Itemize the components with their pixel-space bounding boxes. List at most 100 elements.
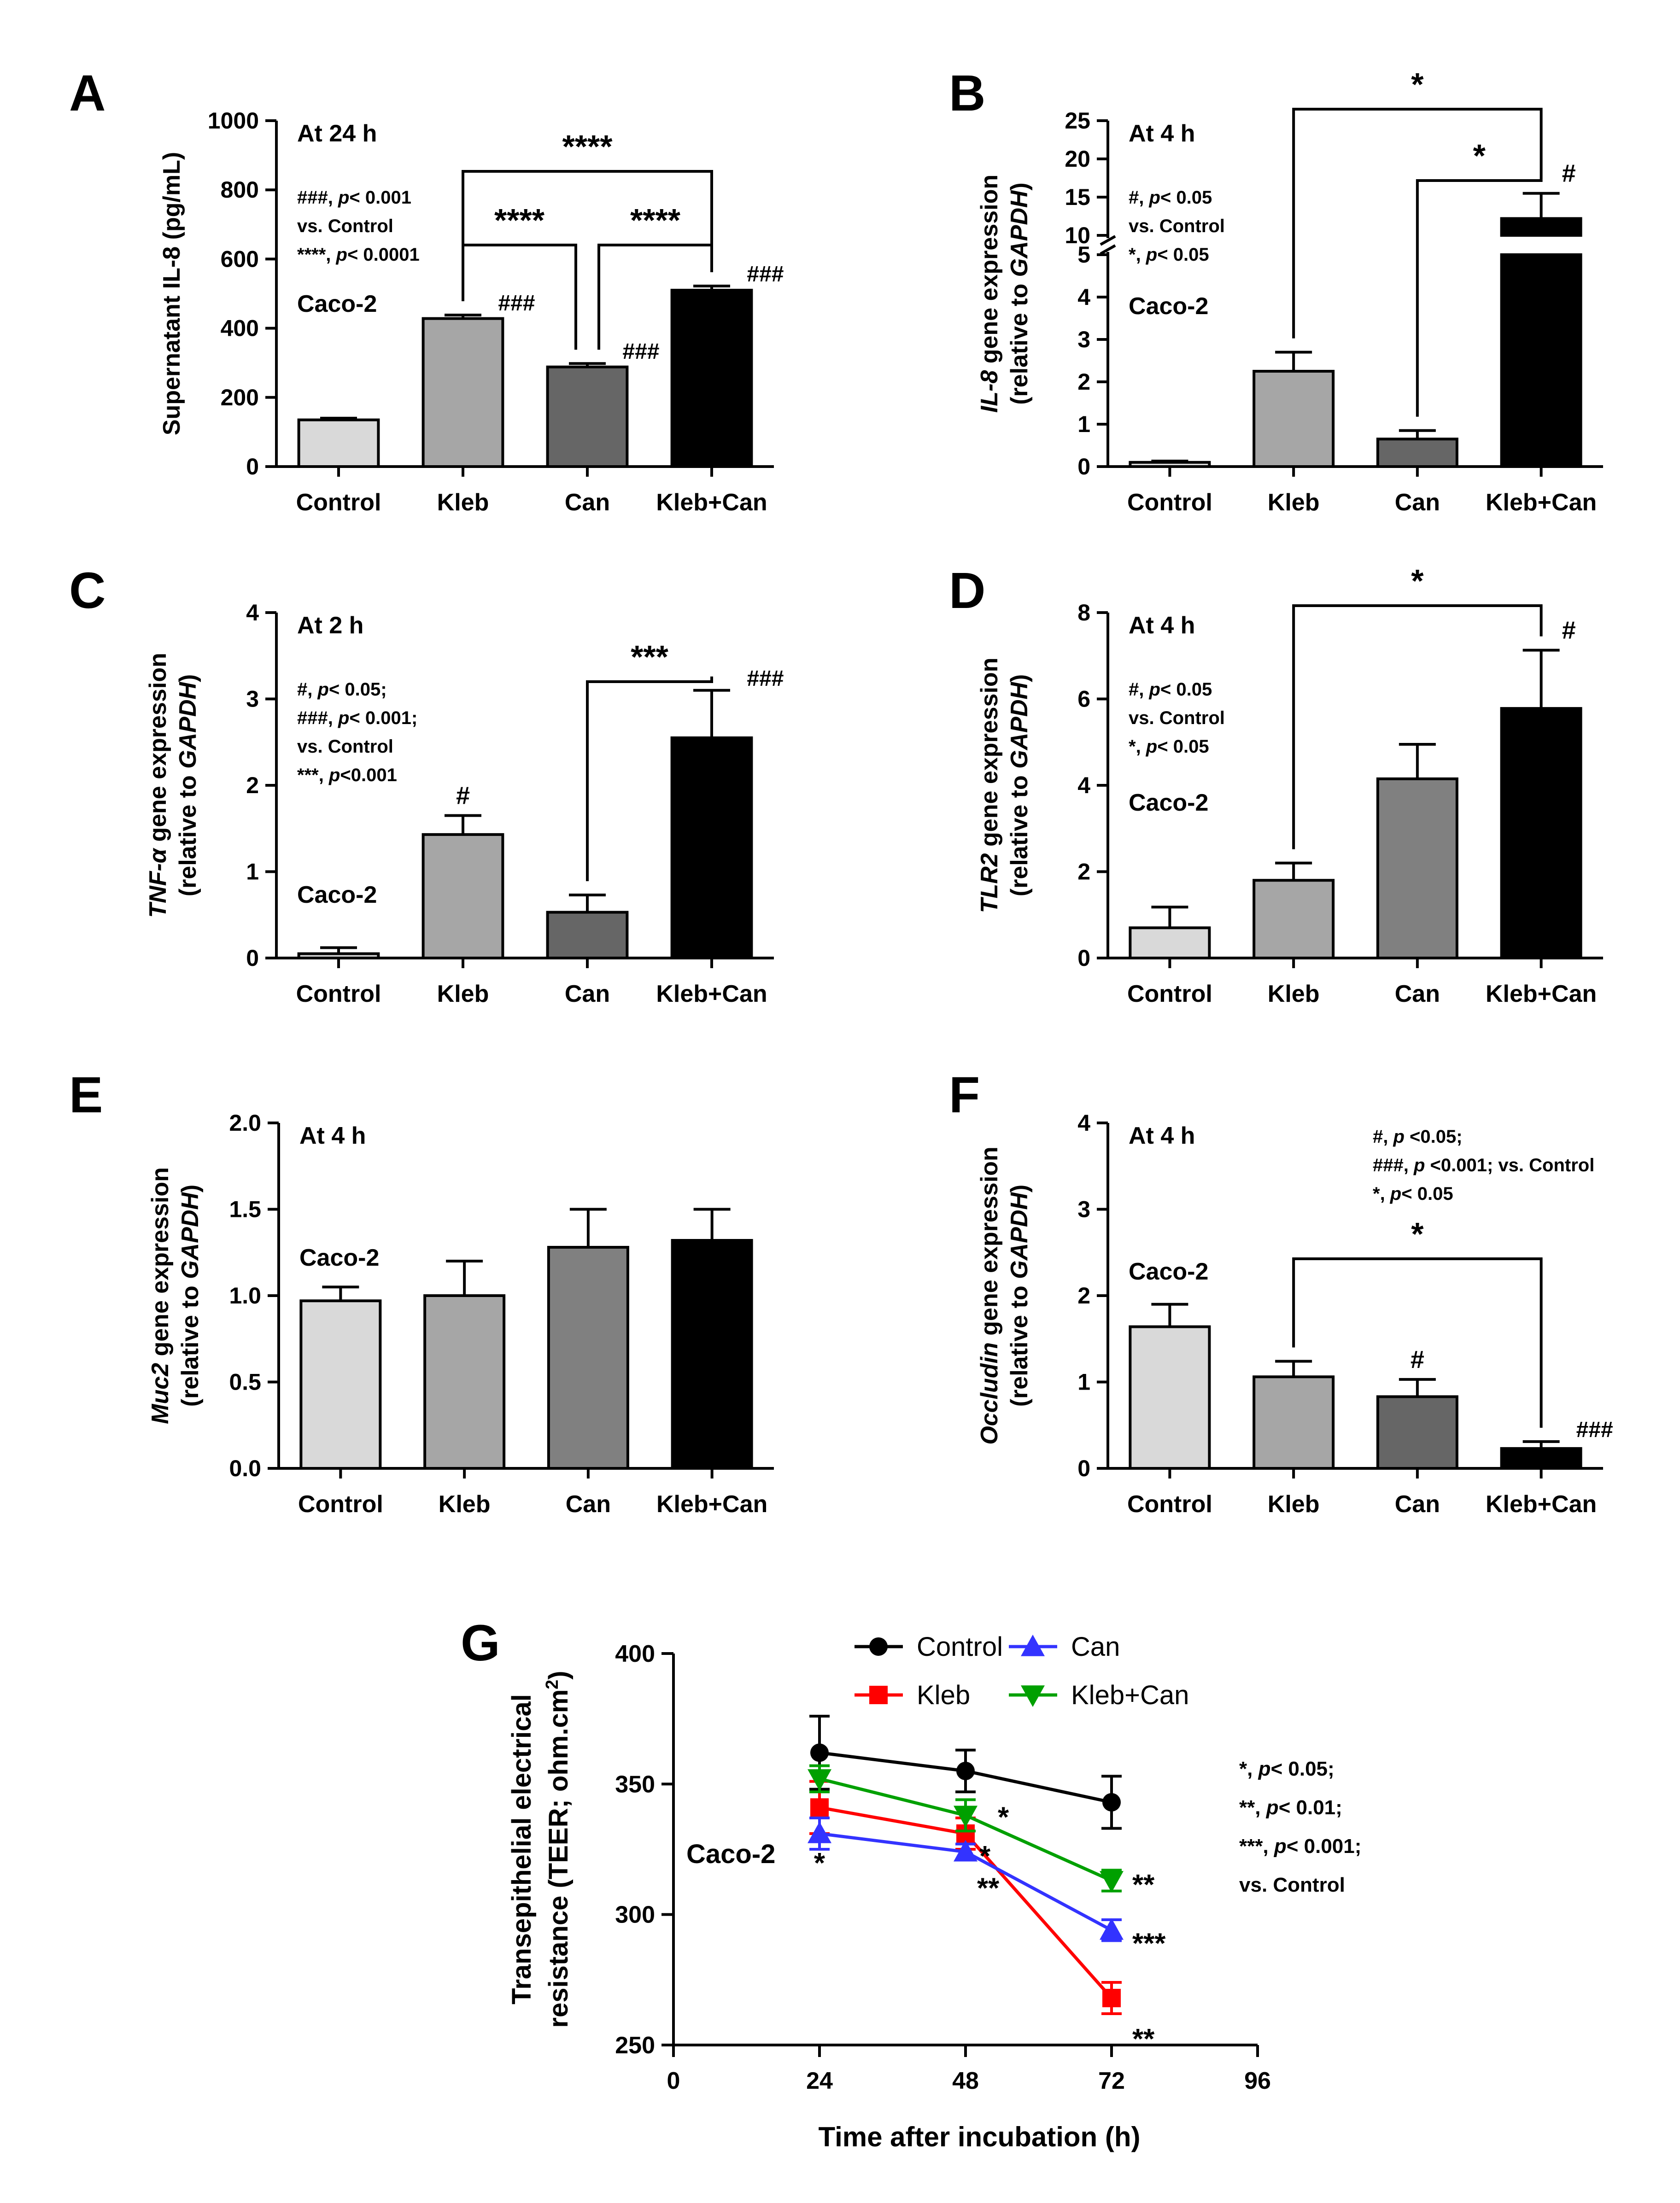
info-p: p	[338, 708, 349, 728]
y-tick-label: 0.0	[229, 1455, 261, 1481]
significance-label: **	[1132, 1869, 1155, 1901]
time-label: At 4 h	[1129, 612, 1195, 639]
significance-bracket	[1292, 1257, 1543, 1428]
data-point	[810, 1743, 829, 1762]
info-rest: < 0.0001	[347, 245, 420, 265]
significance-label: ###	[747, 666, 784, 691]
panel-b: B 0 1 2 3 4 510 15 20 25 Control Kleb Can Kleb+Can # * *…	[949, 65, 1603, 516]
y-tick-label: 200	[221, 385, 259, 410]
data-point	[1102, 1989, 1121, 2007]
x-tick-label: Kleb+Can	[1486, 489, 1597, 516]
x-tick-label: Can	[1395, 489, 1440, 516]
info-p: p	[1390, 1184, 1401, 1204]
ylabel-part: (relative to	[1006, 277, 1033, 404]
data-point	[808, 1822, 831, 1843]
ylabel-part: resistance (TEER; ohm.cm	[544, 1689, 574, 2028]
x-tick-label: 96	[1244, 2068, 1271, 2094]
y-axis-label-2: (relative to GAPDH)	[1006, 674, 1033, 897]
info-p: p	[338, 187, 349, 208]
info-p: p	[1146, 245, 1157, 265]
x-tick-label: Kleb	[439, 1491, 491, 1518]
data-point	[954, 1806, 978, 1828]
cell-line-label: Caco-2	[686, 1839, 775, 1869]
panel-letter: D	[949, 562, 985, 619]
significance-label: ###	[622, 339, 659, 364]
bar	[1500, 217, 1582, 237]
ylabel-part: TLR2	[976, 853, 1003, 913]
ylabel-part: )	[1006, 1185, 1033, 1192]
bar	[297, 952, 380, 959]
panel-letter: E	[69, 1067, 103, 1123]
bar	[299, 1299, 382, 1470]
significance-bracket	[1416, 179, 1543, 417]
ylabel-part: GAPDH	[1006, 190, 1033, 277]
panel-f: F 0 1 2 3 4 Control Kleb Can # Kleb+Can ### * Occludi…	[949, 1067, 1613, 1518]
y-tick-label: 2	[1077, 369, 1090, 395]
ylabel-part: 2	[542, 1680, 562, 1689]
significance-bracket	[586, 676, 713, 882]
ylabel-part: TNF-α	[145, 847, 171, 917]
significance-label: ###	[1576, 1418, 1613, 1442]
series-can: ******	[808, 1817, 1166, 1960]
y-tick-label: 2.0	[229, 1110, 261, 1136]
info-prefix: #,	[1373, 1127, 1393, 1147]
cell-line-label: Caco-2	[1129, 293, 1208, 320]
bracket-label: ****	[562, 129, 613, 164]
info-prefix: ****,	[297, 245, 336, 265]
ylabel-part: gene expression	[145, 653, 171, 848]
data-point	[1102, 1793, 1121, 1811]
y-tick-label: 8	[1077, 600, 1090, 625]
bar	[1500, 1447, 1582, 1470]
bar	[421, 833, 504, 959]
data-point	[1100, 1871, 1124, 1893]
y-tick-label: 1	[1077, 1369, 1090, 1395]
bracket-label: *	[1473, 138, 1486, 174]
series-kleb-can: ***	[808, 1764, 1155, 1901]
data-point	[810, 1798, 829, 1817]
bracket-label: *	[1411, 1216, 1424, 1252]
ylabel-part: GAPDH	[175, 682, 201, 769]
info-prefix: ###,	[1373, 1155, 1414, 1175]
y-tick-label: 20	[1065, 146, 1090, 172]
info-rest: < 0.01;	[1279, 1796, 1342, 1819]
ylabel-part: (relative to	[175, 769, 201, 896]
y-tick-label: 3	[246, 686, 259, 712]
info-rest: < 0.05	[1157, 245, 1209, 265]
info-prefix: **,	[1239, 1796, 1266, 1819]
ylabel-part: )	[177, 1185, 204, 1192]
data-point	[869, 1686, 888, 1704]
stat-note: *, p< 0.05;	[1239, 1758, 1335, 1780]
x-tick-label: Kleb	[1268, 1491, 1320, 1518]
bar	[1376, 438, 1458, 468]
ylabel-part: Occludin	[976, 1342, 1003, 1444]
ylabel-part: gene expression	[976, 1146, 1003, 1342]
legend-label: Control	[917, 1632, 1003, 1662]
x-tick-label: Can	[1395, 981, 1440, 1007]
stat-note: *, p< 0.05	[1373, 1184, 1453, 1204]
x-tick-label: Control	[1127, 489, 1212, 516]
y-tick-label: 0.5	[229, 1369, 261, 1395]
x-tick-label: 72	[1098, 2068, 1125, 2094]
significance-label: ###	[498, 291, 535, 316]
info-prefix: ***,	[297, 765, 329, 785]
y-tick-label: 1000	[208, 108, 259, 134]
info-prefix: *,	[1129, 736, 1146, 757]
info-prefix: #,	[297, 679, 317, 700]
y-tick-label: 300	[615, 1902, 655, 1928]
data-point	[1100, 1918, 1124, 1940]
info-p: p	[1393, 1127, 1404, 1147]
ylabel-part: )	[544, 1671, 574, 1679]
y-tick-label: 400	[221, 316, 259, 341]
y-tick-label: 350	[615, 1771, 655, 1798]
x-tick-label: 48	[952, 2068, 979, 2094]
stat-note: ###, p <0.001; vs. Control	[1373, 1155, 1594, 1175]
axis-break-mark	[1100, 244, 1116, 255]
y-tick-label: 4	[1077, 284, 1090, 310]
x-tick-label: Kleb	[1268, 489, 1320, 516]
y-tick-label: 2	[1077, 1283, 1090, 1309]
stat-note: ###, p< 0.001;	[297, 708, 417, 728]
bar	[1129, 926, 1211, 959]
y-axis-label: Muc2 gene expression	[147, 1167, 174, 1424]
y-tick-label: 1.0	[229, 1283, 261, 1309]
y-axis-label-2: (relative to GAPDH)	[175, 674, 201, 897]
